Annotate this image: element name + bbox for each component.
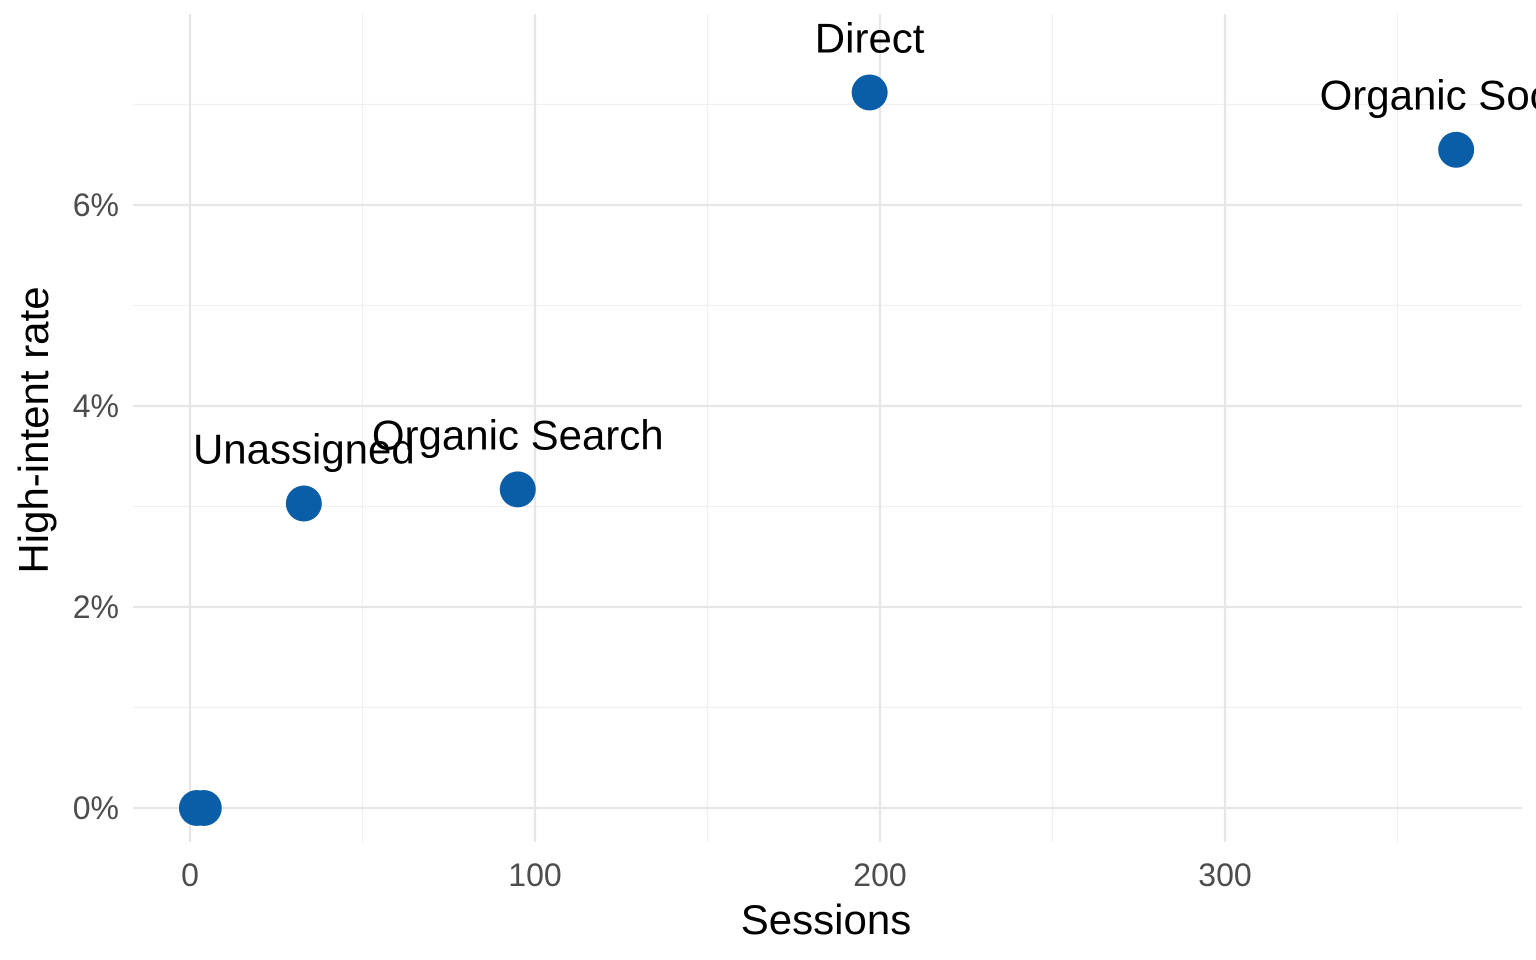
point-labels: Direct Organic Social Organic SearchUnassi… [193,14,1536,472]
data-point [851,74,888,111]
point-label: Organic Social [1320,72,1536,119]
x-tick-label: 0 [181,857,199,893]
data-point [185,790,222,826]
data-point [499,471,536,508]
x-tick-label: 200 [853,857,906,893]
x-tick-label: 100 [508,857,561,893]
x-axis-ticks: 0 100 200 300 [181,857,1252,893]
y-tick-label: 2% [73,589,119,625]
point-label: Direct [815,14,925,61]
x-axis-title: Sessions [741,896,911,943]
grid [133,14,1522,842]
data-points [178,74,1475,826]
x-tick-label: 300 [1198,857,1251,893]
y-tick-label: 6% [73,187,119,223]
point-label: Organic Search [372,411,664,458]
y-axis-title: High-intent rate [10,286,57,573]
point-label: Unassigned [193,425,415,472]
data-point [1438,131,1475,168]
data-point [285,485,322,522]
y-axis-ticks: 0% 2% 4% 6% [73,187,119,826]
y-tick-label: 4% [73,388,119,424]
y-tick-label: 0% [73,790,119,826]
